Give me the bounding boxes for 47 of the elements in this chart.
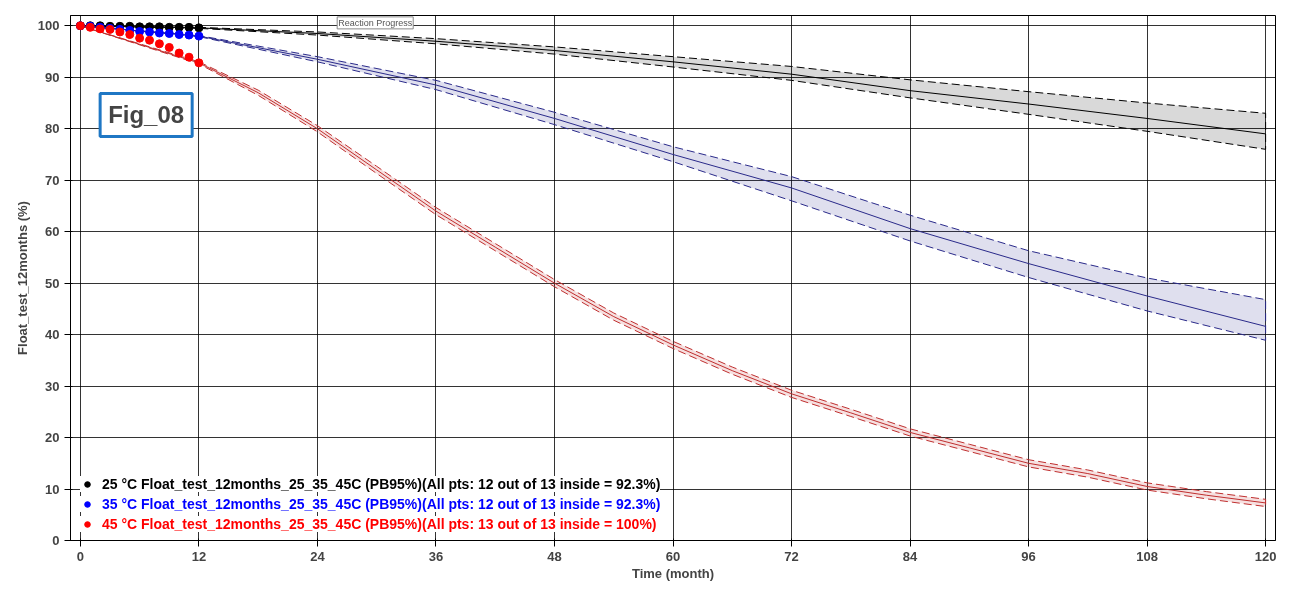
x-tick-label: 24 xyxy=(310,548,326,564)
x-tick-label: 108 xyxy=(1136,548,1158,564)
x-tick-label: 0 xyxy=(76,548,84,564)
y-tick-label: 40 xyxy=(45,327,60,343)
annotation: Reaction Progress xyxy=(338,17,413,28)
point xyxy=(174,48,184,58)
x-tick-label: 36 xyxy=(428,548,444,564)
y-tick-label: 60 xyxy=(45,224,60,240)
point xyxy=(184,30,194,40)
point xyxy=(145,27,155,37)
point xyxy=(194,23,204,33)
x-tick-label: 12 xyxy=(191,548,207,564)
y-tick-label: 70 xyxy=(45,172,60,188)
y-tick-label: 90 xyxy=(45,69,60,85)
legend-label: 25 °C Float_test_12months_25_35_45C (PB95%)(All pts: 12 out of 13 inside = 92.3%) xyxy=(102,476,661,492)
x-axis-title: Time (month) xyxy=(631,565,715,581)
annotation: Fig_08 xyxy=(108,101,185,129)
point xyxy=(125,30,135,40)
point xyxy=(194,58,204,68)
point xyxy=(154,39,164,49)
y-axis-title: Float_test_12months (%) xyxy=(14,201,30,355)
point xyxy=(145,35,155,45)
x-tick-label: 48 xyxy=(547,548,562,564)
y-tick-label: 20 xyxy=(45,430,60,446)
y-tick-label: 0 xyxy=(52,533,60,548)
x-tick-label: 120 xyxy=(1254,548,1277,564)
point xyxy=(135,26,145,36)
point xyxy=(174,30,184,40)
point xyxy=(154,28,164,38)
point xyxy=(164,42,174,52)
y-tick-label: 100 xyxy=(37,18,60,34)
y-tick-label: 50 xyxy=(45,275,60,291)
point xyxy=(135,33,145,43)
point xyxy=(184,22,194,32)
y-tick-label: 30 xyxy=(45,378,60,394)
legend-label: 35 °C Float_test_12months_25_35_45C (PB95%)(All pts: 12 out of 13 inside = 92.3%) xyxy=(102,496,661,512)
y-tick-label: 80 xyxy=(45,121,60,137)
legend-label: 45 °C Float_test_12months_25_35_45C (PB95%)(All pts: 13 out of 13 inside = 100%) xyxy=(102,516,657,532)
point xyxy=(174,22,184,32)
y-tick-label: 10 xyxy=(45,481,60,497)
point xyxy=(194,31,204,41)
x-tick-label: 96 xyxy=(1021,548,1036,564)
x-tick-label: 84 xyxy=(902,548,919,564)
point xyxy=(184,52,194,62)
point xyxy=(164,29,174,39)
x-tick-label: 72 xyxy=(784,548,799,564)
x-tick-label: 60 xyxy=(665,548,681,564)
